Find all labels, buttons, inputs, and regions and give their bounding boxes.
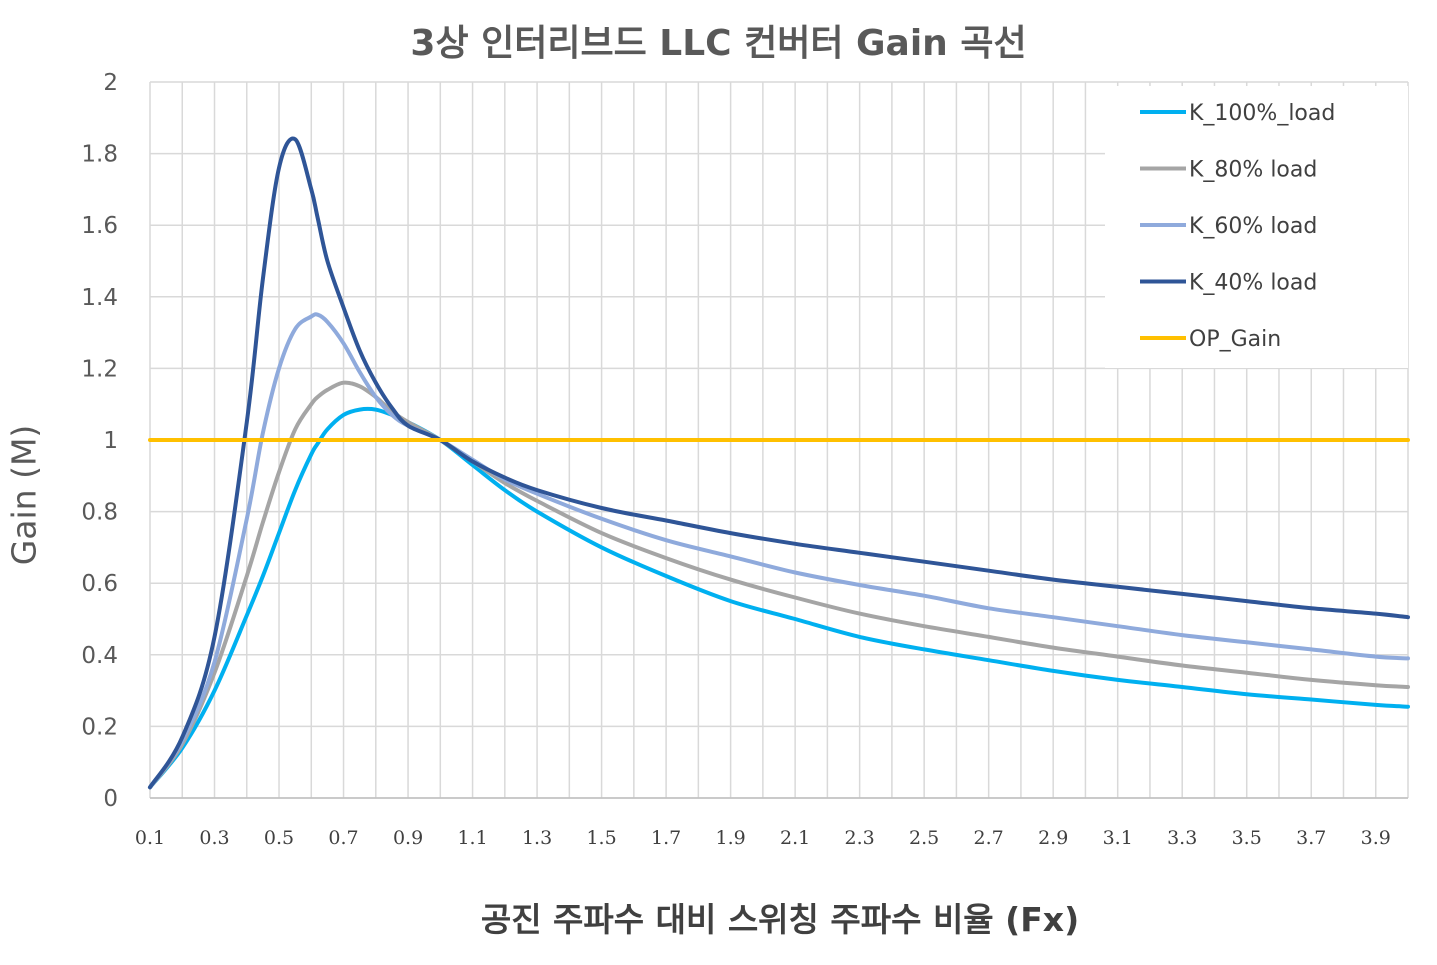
series-line-k-40-load (148, 136, 1410, 790)
x-tick-label: 1.3 (522, 827, 552, 849)
chart-title: 3상 인터리브드 LLC 컨버터 Gain 곡선 (410, 23, 1027, 64)
x-tick-label: 2.3 (845, 827, 875, 849)
x-tick-label: 3.1 (1103, 827, 1133, 849)
y-tick-label: 1.6 (81, 213, 118, 239)
x-tick-label: 1.1 (457, 827, 487, 849)
x-tick-label: 0.3 (199, 827, 229, 849)
y-axis-title: Gain (M) (4, 424, 44, 566)
y-tick-label: 2 (103, 70, 118, 96)
x-tick-label: 0.7 (328, 827, 358, 849)
x-tick-label: 3.7 (1296, 827, 1326, 849)
x-tick-label: 0.5 (264, 827, 294, 849)
series-line-k-100-load (148, 406, 1410, 790)
x-tick-label: 2.5 (909, 827, 939, 849)
y-tick-label: 1.8 (81, 142, 118, 168)
x-tick-label: 1.9 (716, 827, 746, 849)
x-axis-title: 공진 주파수 대비 스위칭 주파수 비율 (Fx) (480, 900, 1080, 939)
legend-label: K_80% load (1189, 158, 1317, 183)
x-axis-ticks: 0.1 0.3 0.5 0.7 0.9 1.1 1.3 1.5 1.7 1.9 2.1 2.3 2.5 2… (135, 827, 1391, 849)
x-tick-label: 3.9 (1361, 827, 1391, 849)
chart-legend: K_100%_load K_80% load K_60% load K_40% loa… (1105, 86, 1408, 368)
x-tick-label: 2.1 (780, 827, 810, 849)
x-tick-label: 0.9 (393, 827, 423, 849)
y-tick-label: 1.4 (81, 285, 118, 311)
legend-label: K_60% load (1189, 214, 1317, 239)
x-tick-label: 2.7 (974, 827, 1004, 849)
y-tick-label: 0.2 (81, 714, 118, 740)
x-tick-label: 1.7 (651, 827, 681, 849)
y-tick-label: 0.8 (81, 500, 118, 526)
x-tick-label: 3.3 (1167, 827, 1197, 849)
y-tick-label: 1.2 (81, 356, 118, 382)
chart-series (148, 136, 1410, 790)
legend-label: K_100%_load (1189, 101, 1335, 126)
legend-label: OP_Gain (1189, 327, 1281, 352)
y-axis-ticks: 0 0.2 0.4 0.6 0.8 1 1.2 1.4 1.6 1.8 2 (81, 70, 118, 812)
y-tick-label: 1 (103, 428, 118, 454)
y-tick-label: 0 (103, 786, 118, 812)
y-tick-label: 0.6 (81, 571, 118, 597)
x-tick-label: 1.5 (586, 827, 616, 849)
legend-label: K_40% load (1189, 271, 1317, 296)
x-tick-label: 2.9 (1038, 827, 1068, 849)
y-tick-label: 0.4 (81, 643, 118, 669)
x-tick-label: 0.1 (135, 827, 165, 849)
x-tick-label: 3.5 (1232, 827, 1262, 849)
